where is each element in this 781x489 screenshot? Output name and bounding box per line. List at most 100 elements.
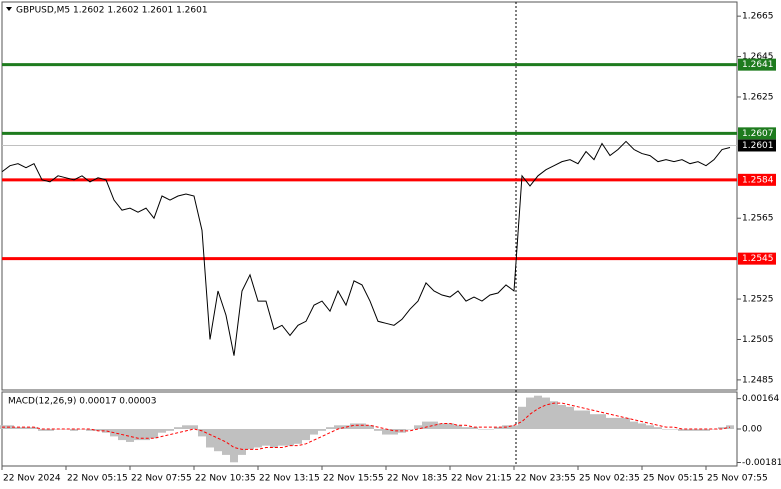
macd-bar [70, 429, 78, 431]
macd-bar [694, 429, 702, 431]
x-tick-label: 22 Nov 05:15 [67, 474, 128, 484]
macd-bar [614, 417, 622, 429]
macd-bar [150, 429, 158, 439]
macd-bar [558, 404, 566, 429]
macd-bar [182, 425, 190, 429]
level-label: 1.2607 [742, 129, 774, 139]
level-label-box [738, 127, 776, 140]
y-tick-label: 1.2625 [742, 92, 774, 102]
macd-bar [422, 421, 430, 429]
macd-bar [46, 429, 54, 431]
macd-bar [534, 395, 542, 429]
macd-bar [686, 429, 694, 431]
macd-bar [158, 429, 166, 433]
price-line [1, 140, 731, 356]
x-tick-label: 25 Nov 07:55 [707, 474, 768, 484]
macd-bar [350, 423, 358, 429]
last-price-box [738, 139, 776, 152]
macd-bar [270, 429, 278, 448]
macd-bar [470, 427, 478, 429]
macd-bar [710, 429, 718, 430]
macd-bar [86, 429, 94, 431]
macd-bar [94, 429, 102, 431]
macd-bar [670, 429, 678, 430]
x-tick-label: 22 Nov 2024 [3, 474, 61, 484]
macd-bar [230, 429, 238, 463]
y-tick-label: 0.00164 [742, 394, 779, 404]
y-tick-label: -0.00181 [742, 458, 781, 468]
macd-bar [206, 429, 214, 448]
macd-bar [446, 423, 454, 429]
level-label: 1.2545 [742, 254, 774, 264]
macd-title: MACD(12,26,9) 0.00017 0.00003 [8, 397, 157, 407]
y-tick-label: 1.2665 [742, 12, 774, 22]
level-label-box [738, 58, 776, 71]
macd-bar [550, 401, 558, 429]
x-tick-label: 22 Nov 23:55 [515, 474, 576, 484]
macd-bar [62, 429, 70, 430]
x-tick-label: 22 Nov 13:15 [259, 474, 320, 484]
macd-bar [14, 427, 22, 429]
macd-bar [238, 429, 246, 455]
macd-bar [486, 429, 494, 430]
level-label: 1.2641 [742, 60, 774, 70]
y-tick-label: 1.2485 [742, 375, 774, 385]
level-label: 1.2584 [742, 175, 774, 185]
macd-bar [222, 429, 230, 455]
macd-bar [254, 429, 262, 448]
macd-bar [126, 429, 134, 442]
macd-bar [590, 414, 598, 429]
macd-bar [358, 423, 366, 429]
x-tick-label: 25 Nov 05:15 [643, 474, 704, 484]
macd-bar [174, 427, 182, 429]
macd-bar [646, 425, 654, 429]
macd-bar [494, 427, 502, 429]
y-tick-label: 0.00 [742, 425, 762, 435]
macd-bar [262, 429, 270, 446]
x-tick-label: 22 Nov 15:55 [323, 474, 384, 484]
macd-bar [198, 429, 206, 437]
macd-bar [414, 425, 422, 429]
macd-bar [142, 429, 150, 441]
macd-bar [326, 427, 334, 429]
macd-bar [30, 427, 38, 429]
macd-bar [278, 429, 286, 446]
macd-bar [654, 427, 662, 429]
macd-bar [574, 410, 582, 429]
y-tick-label: 1.2525 [742, 295, 774, 305]
macd-bar [582, 410, 590, 429]
y-tick-label: 1.2645 [742, 52, 774, 62]
macd-bar [598, 414, 606, 429]
macd-bar [390, 429, 398, 435]
macd-bar [478, 429, 486, 430]
macd-bar [22, 427, 30, 429]
macd-bar [166, 429, 174, 431]
macd-bar [718, 427, 726, 429]
macd-bar [334, 425, 342, 429]
macd-bar [630, 421, 638, 429]
macd-bar [302, 429, 310, 441]
macd-bar [382, 429, 390, 435]
price-frame [1, 1, 738, 391]
macd-bar [678, 429, 686, 431]
macd-bar [190, 425, 198, 429]
x-tick-label: 22 Nov 10:35 [195, 474, 256, 484]
title-icon [6, 7, 12, 11]
macd-bar [606, 417, 614, 429]
signal-line [2, 402, 731, 450]
macd-bar [294, 429, 302, 444]
macd-bar [454, 425, 462, 429]
macd-bar [462, 427, 470, 429]
macd-bar [526, 397, 534, 429]
macd-bar [406, 429, 414, 430]
macd-bar [286, 429, 294, 446]
macd-bar [102, 429, 110, 433]
macd-bar [318, 429, 326, 431]
macd-bar [518, 406, 526, 429]
macd-bar [430, 421, 438, 429]
macd-bar [622, 417, 630, 429]
macd-bar [38, 429, 46, 431]
macd-bar [702, 429, 710, 431]
macd-bar [366, 425, 374, 429]
